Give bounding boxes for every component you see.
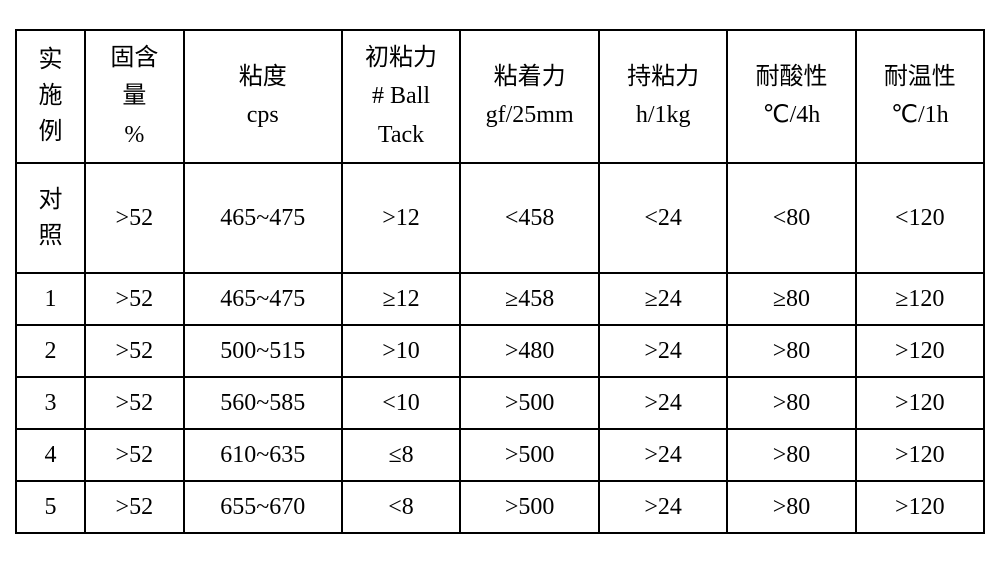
header-cell-example: 实 施 例 <box>16 30 85 163</box>
data-cell: 465~475 <box>184 273 342 325</box>
table-row-control: 对 照 >52 465~475 >12 <458 <24 <80 <120 <box>16 163 984 273</box>
data-cell: >120 <box>856 377 984 429</box>
header-text: ℃/4h <box>732 96 850 134</box>
data-cell: >120 <box>856 429 984 481</box>
data-cell: >80 <box>727 429 855 481</box>
header-cell-solid-content: 固含 量 % <box>85 30 184 163</box>
data-cell: ≤8 <box>342 429 460 481</box>
row-label-cell: 4 <box>16 429 85 481</box>
data-cell: >480 <box>460 325 599 377</box>
table-row: 3 >52 560~585 <10 >500 >24 >80 >120 <box>16 377 984 429</box>
data-cell: >120 <box>856 481 984 533</box>
header-cell-initial-tack: 初粘力 # Ball Tack <box>342 30 460 163</box>
data-cell: ≥458 <box>460 273 599 325</box>
row-label-cell: 对 照 <box>16 163 85 273</box>
header-text: 持粘力 <box>604 58 722 96</box>
header-text: 实 <box>39 42 63 78</box>
header-text: 耐温性 <box>861 58 979 96</box>
data-cell: >52 <box>85 377 184 429</box>
header-cell-temp-resistance: 耐温性 ℃/1h <box>856 30 984 163</box>
data-cell: >52 <box>85 325 184 377</box>
data-cell: >52 <box>85 429 184 481</box>
table-body: 对 照 >52 465~475 >12 <458 <24 <80 <120 1 … <box>16 163 984 533</box>
data-cell: >24 <box>599 377 727 429</box>
data-cell: <10 <box>342 377 460 429</box>
header-text: 初粘力 <box>347 39 455 77</box>
header-text: 耐酸性 <box>732 58 850 96</box>
row-label-text: 照 <box>39 218 63 254</box>
data-cell: ≥12 <box>342 273 460 325</box>
row-label-cell: 5 <box>16 481 85 533</box>
data-cell: >80 <box>727 377 855 429</box>
data-cell: >52 <box>85 163 184 273</box>
data-cell: <120 <box>856 163 984 273</box>
data-cell: <24 <box>599 163 727 273</box>
header-cell-viscosity: 粘度 cps <box>184 30 342 163</box>
row-label-text: 对 <box>39 182 63 218</box>
header-text: 施 <box>39 78 63 114</box>
data-cell: >52 <box>85 481 184 533</box>
data-table: 实 施 例 固含 量 % 粘度 cps 初粘力 # Ball <box>15 29 985 534</box>
data-cell: >80 <box>727 325 855 377</box>
table-row: 4 >52 610~635 ≤8 >500 >24 >80 >120 <box>16 429 984 481</box>
table-container: 实 施 例 固含 量 % 粘度 cps 初粘力 # Ball <box>0 14 1000 549</box>
table-header: 实 施 例 固含 量 % 粘度 cps 初粘力 # Ball <box>16 30 984 163</box>
data-cell: <80 <box>727 163 855 273</box>
header-text: ℃/1h <box>861 96 979 134</box>
header-text: 量 <box>90 77 179 115</box>
data-cell: 500~515 <box>184 325 342 377</box>
data-cell: >12 <box>342 163 460 273</box>
header-text: 固含 <box>90 39 179 77</box>
table-row: 1 >52 465~475 ≥12 ≥458 ≥24 ≥80 ≥120 <box>16 273 984 325</box>
header-text: h/1kg <box>604 96 722 134</box>
row-label-cell: 3 <box>16 377 85 429</box>
header-text: gf/25mm <box>465 96 594 134</box>
data-cell: >52 <box>85 273 184 325</box>
data-cell: >24 <box>599 325 727 377</box>
data-cell: >120 <box>856 325 984 377</box>
data-cell: <8 <box>342 481 460 533</box>
data-cell: ≥120 <box>856 273 984 325</box>
header-row: 实 施 例 固含 量 % 粘度 cps 初粘力 # Ball <box>16 30 984 163</box>
table-row: 5 >52 655~670 <8 >500 >24 >80 >120 <box>16 481 984 533</box>
header-cell-acid-resistance: 耐酸性 ℃/4h <box>727 30 855 163</box>
data-cell: ≥80 <box>727 273 855 325</box>
header-text: 粘度 <box>189 58 337 96</box>
data-cell: ≥24 <box>599 273 727 325</box>
header-text: % <box>90 116 179 154</box>
data-cell: >80 <box>727 481 855 533</box>
data-cell: >24 <box>599 429 727 481</box>
header-text: Tack <box>347 116 455 154</box>
data-cell: >500 <box>460 377 599 429</box>
data-cell: 465~475 <box>184 163 342 273</box>
data-cell: 610~635 <box>184 429 342 481</box>
header-text: 例 <box>39 114 63 150</box>
data-cell: 560~585 <box>184 377 342 429</box>
header-text: cps <box>189 96 337 134</box>
data-cell: >24 <box>599 481 727 533</box>
header-cell-holding-power: 持粘力 h/1kg <box>599 30 727 163</box>
header-text: 粘着力 <box>465 58 594 96</box>
row-label-cell: 2 <box>16 325 85 377</box>
data-cell: >10 <box>342 325 460 377</box>
table-row: 2 >52 500~515 >10 >480 >24 >80 >120 <box>16 325 984 377</box>
header-text: # Ball <box>347 77 455 115</box>
data-cell: >500 <box>460 429 599 481</box>
data-cell: 655~670 <box>184 481 342 533</box>
data-cell: >500 <box>460 481 599 533</box>
data-cell: <458 <box>460 163 599 273</box>
header-cell-adhesion: 粘着力 gf/25mm <box>460 30 599 163</box>
row-label-cell: 1 <box>16 273 85 325</box>
